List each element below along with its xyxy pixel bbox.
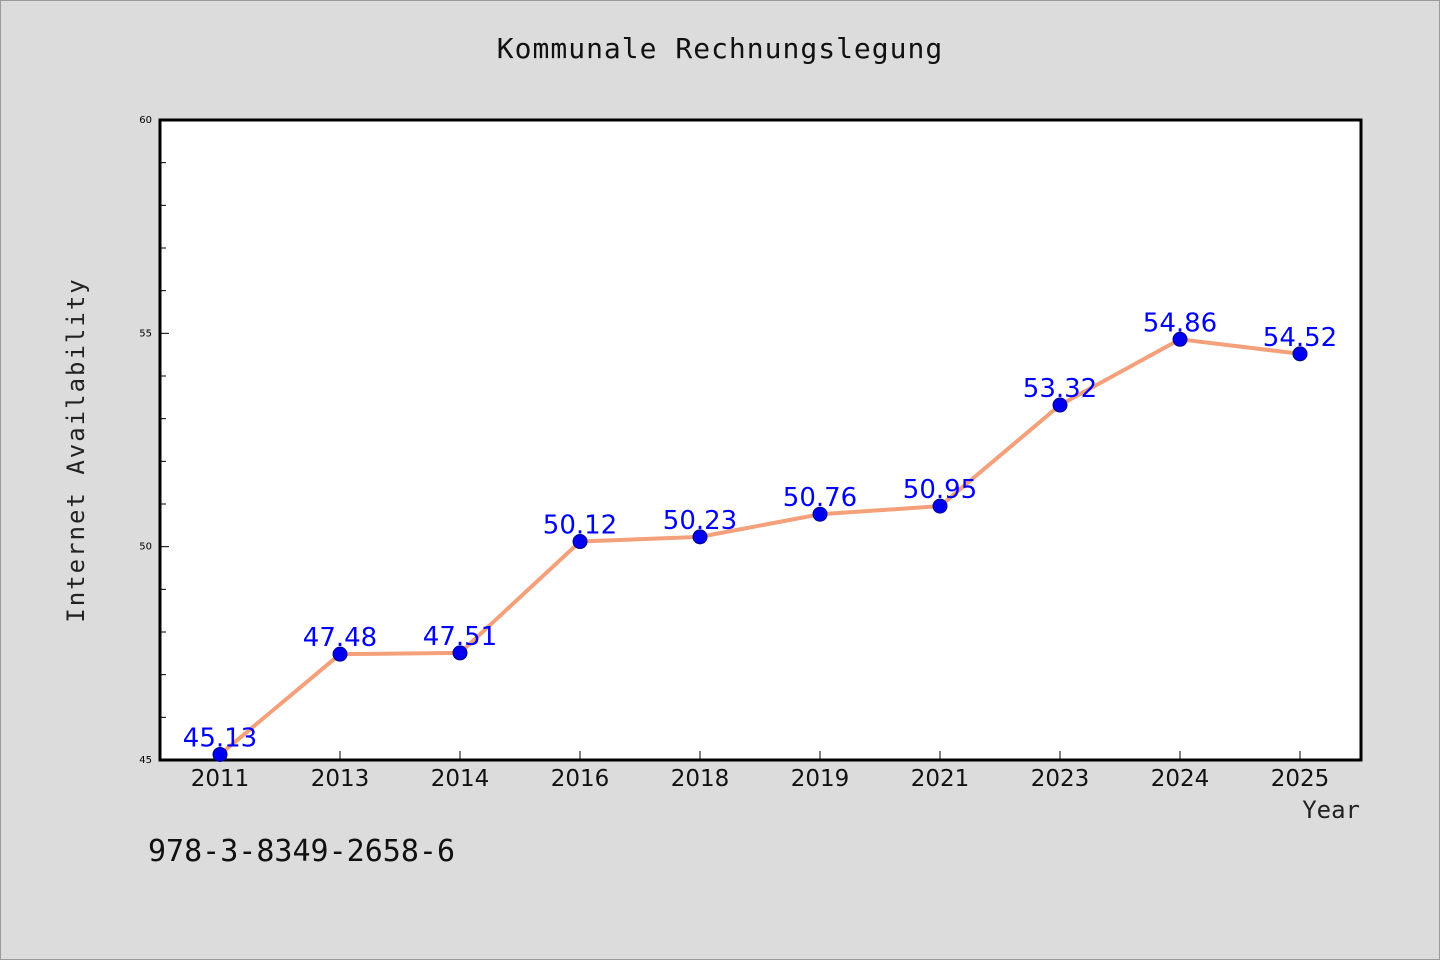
data-label: 45.13 <box>183 723 257 753</box>
x-tick-label: 2016 <box>551 766 610 792</box>
x-axis-label: Year <box>1302 796 1360 824</box>
data-label: 50.76 <box>783 483 857 513</box>
data-label: 47.48 <box>303 623 377 653</box>
x-tick-label: 2024 <box>1151 766 1210 792</box>
y-tick-label: 55 <box>139 328 152 339</box>
y-tick-label: 45 <box>139 755 152 766</box>
data-label: 54.86 <box>1143 308 1217 338</box>
x-tick-label: 2025 <box>1271 766 1330 792</box>
data-point <box>212 746 228 762</box>
y-tick-label: 60 <box>139 115 152 126</box>
x-tick-label: 2023 <box>1031 766 1090 792</box>
data-point <box>1052 397 1068 413</box>
chart-title: Kommunale Rechnungslegung <box>496 32 944 65</box>
x-tick-label: 2013 <box>311 766 370 792</box>
data-label: 50.23 <box>663 506 737 536</box>
data-point <box>932 498 948 514</box>
data-label: 47.51 <box>423 622 497 652</box>
x-tick-label: 2014 <box>431 766 490 792</box>
data-label: 50.95 <box>903 475 977 505</box>
data-point <box>452 645 468 661</box>
x-tick-label: 2019 <box>791 766 850 792</box>
x-tick-label: 2021 <box>911 766 970 792</box>
data-point <box>692 529 708 545</box>
data-point <box>812 506 828 522</box>
data-point <box>1172 331 1188 347</box>
x-tick-label: 2018 <box>671 766 730 792</box>
data-point <box>1292 346 1308 362</box>
data-point <box>572 534 588 550</box>
x-tick-label: 2011 <box>191 766 250 792</box>
plot-area <box>158 118 1363 762</box>
data-label: 53.32 <box>1023 374 1097 404</box>
data-label: 50.12 <box>543 511 617 541</box>
data-label: 54.52 <box>1263 323 1337 353</box>
series-line <box>218 337 1301 756</box>
y-tick-label: 50 <box>139 542 152 553</box>
isbn-footnote: 978-3-8349-2658-6 <box>148 834 456 869</box>
data-point <box>332 646 348 662</box>
